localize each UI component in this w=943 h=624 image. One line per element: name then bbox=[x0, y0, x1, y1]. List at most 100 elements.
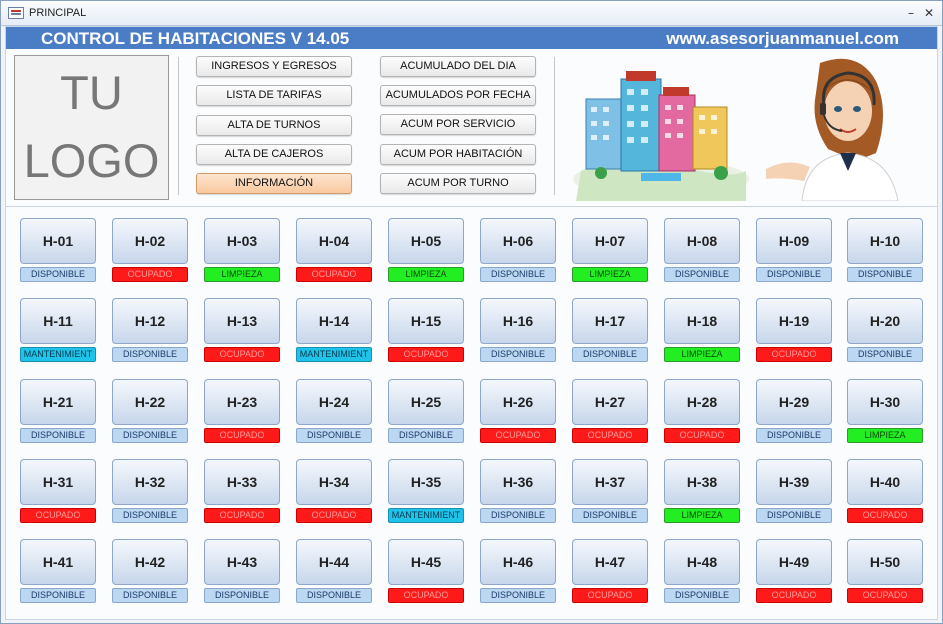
room-button-h-39[interactable]: H-39 bbox=[756, 459, 832, 505]
room-button-h-05[interactable]: H-05 bbox=[388, 218, 464, 264]
alta-turnos-button[interactable]: ALTA DE TURNOS bbox=[196, 115, 352, 136]
acumulados-fecha-button[interactable]: ACUMULADOS POR FECHA bbox=[380, 85, 536, 106]
room-button-h-03[interactable]: H-03 bbox=[204, 218, 280, 264]
room-button-h-09[interactable]: H-09 bbox=[756, 218, 832, 264]
room-cell: H-06 DISPONIBLE bbox=[480, 218, 556, 284]
room-status-h-10: DISPONIBLE bbox=[847, 267, 923, 282]
room-button-h-37[interactable]: H-37 bbox=[572, 459, 648, 505]
room-button-h-22[interactable]: H-22 bbox=[112, 379, 188, 425]
room-button-h-30[interactable]: H-30 bbox=[847, 379, 923, 425]
room-button-h-32[interactable]: H-32 bbox=[112, 459, 188, 505]
room-button-h-19[interactable]: H-19 bbox=[756, 298, 832, 344]
form-icon bbox=[8, 7, 24, 19]
room-status-h-11: MANTENIMIENT bbox=[20, 347, 96, 362]
room-button-h-20[interactable]: H-20 bbox=[847, 298, 923, 344]
alta-cajeros-button[interactable]: ALTA DE CAJEROS bbox=[196, 144, 352, 165]
room-cell: H-26 OCUPADO bbox=[480, 379, 556, 445]
room-button-h-46[interactable]: H-46 bbox=[480, 539, 556, 585]
room-cell: H-36 DISPONIBLE bbox=[480, 459, 556, 525]
room-button-h-17[interactable]: H-17 bbox=[572, 298, 648, 344]
close-button[interactable]: ✕ bbox=[923, 6, 935, 20]
room-button-h-42[interactable]: H-42 bbox=[112, 539, 188, 585]
room-button-h-36[interactable]: H-36 bbox=[480, 459, 556, 505]
room-button-h-48[interactable]: H-48 bbox=[664, 539, 740, 585]
room-button-h-47[interactable]: H-47 bbox=[572, 539, 648, 585]
room-button-h-10[interactable]: H-10 bbox=[847, 218, 923, 264]
room-button-h-11[interactable]: H-11 bbox=[20, 298, 96, 344]
room-button-h-08[interactable]: H-08 bbox=[664, 218, 740, 264]
room-button-h-02[interactable]: H-02 bbox=[112, 218, 188, 264]
room-button-h-45[interactable]: H-45 bbox=[388, 539, 464, 585]
minimize-button[interactable]: – bbox=[908, 6, 914, 20]
room-status-h-12: DISPONIBLE bbox=[112, 347, 188, 362]
room-button-h-24[interactable]: H-24 bbox=[296, 379, 372, 425]
room-status-h-14: MANTENIMIENT bbox=[296, 347, 372, 362]
acumulado-dia-button[interactable]: ACUMULADO DEL DIA bbox=[380, 56, 536, 77]
room-status-h-17: DISPONIBLE bbox=[572, 347, 648, 362]
room-status-h-31: OCUPADO bbox=[20, 508, 96, 523]
room-button-h-26[interactable]: H-26 bbox=[480, 379, 556, 425]
room-cell: H-14 MANTENIMIENT bbox=[296, 298, 372, 364]
room-button-h-23[interactable]: H-23 bbox=[204, 379, 280, 425]
room-cell: H-32 DISPONIBLE bbox=[112, 459, 188, 525]
room-status-h-07: LIMPIEZA bbox=[572, 267, 648, 282]
room-button-h-14[interactable]: H-14 bbox=[296, 298, 372, 344]
room-status-h-02: OCUPADO bbox=[112, 267, 188, 282]
room-status-h-06: DISPONIBLE bbox=[480, 267, 556, 282]
room-button-h-04[interactable]: H-04 bbox=[296, 218, 372, 264]
room-button-h-40[interactable]: H-40 bbox=[847, 459, 923, 505]
room-button-h-50[interactable]: H-50 bbox=[847, 539, 923, 585]
room-status-h-46: DISPONIBLE bbox=[480, 588, 556, 603]
room-button-h-31[interactable]: H-31 bbox=[20, 459, 96, 505]
window-title: PRINCIPAL bbox=[29, 7, 87, 19]
room-button-h-28[interactable]: H-28 bbox=[664, 379, 740, 425]
room-button-h-12[interactable]: H-12 bbox=[112, 298, 188, 344]
room-button-h-18[interactable]: H-18 bbox=[664, 298, 740, 344]
room-button-h-34[interactable]: H-34 bbox=[296, 459, 372, 505]
room-button-h-16[interactable]: H-16 bbox=[480, 298, 556, 344]
room-status-h-44: DISPONIBLE bbox=[296, 588, 372, 603]
room-cell: H-40 OCUPADO bbox=[847, 459, 923, 525]
room-button-h-13[interactable]: H-13 bbox=[204, 298, 280, 344]
room-button-h-29[interactable]: H-29 bbox=[756, 379, 832, 425]
acum-turno-button[interactable]: ACUM POR TURNO bbox=[380, 173, 536, 194]
room-button-h-41[interactable]: H-41 bbox=[20, 539, 96, 585]
lista-tarifas-button[interactable]: LISTA DE TARIFAS bbox=[196, 85, 352, 106]
room-cell: H-29 DISPONIBLE bbox=[756, 379, 832, 445]
room-button-h-25[interactable]: H-25 bbox=[388, 379, 464, 425]
room-button-h-43[interactable]: H-43 bbox=[204, 539, 280, 585]
room-cell: H-37 DISPONIBLE bbox=[572, 459, 648, 525]
room-button-h-15[interactable]: H-15 bbox=[388, 298, 464, 344]
room-button-h-27[interactable]: H-27 bbox=[572, 379, 648, 425]
room-status-h-05: LIMPIEZA bbox=[388, 267, 464, 282]
room-button-h-21[interactable]: H-21 bbox=[20, 379, 96, 425]
acum-habitacion-button[interactable]: ACUM POR HABITACIÓN bbox=[380, 144, 536, 165]
room-button-h-49[interactable]: H-49 bbox=[756, 539, 832, 585]
room-cell: H-34 OCUPADO bbox=[296, 459, 372, 525]
room-cell: H-07 LIMPIEZA bbox=[572, 218, 648, 284]
room-button-h-33[interactable]: H-33 bbox=[204, 459, 280, 505]
room-button-h-06[interactable]: H-06 bbox=[480, 218, 556, 264]
room-button-h-01[interactable]: H-01 bbox=[20, 218, 96, 264]
room-button-h-44[interactable]: H-44 bbox=[296, 539, 372, 585]
room-status-h-13: OCUPADO bbox=[204, 347, 280, 362]
room-status-h-36: DISPONIBLE bbox=[480, 508, 556, 523]
room-cell: H-02 OCUPADO bbox=[112, 218, 188, 284]
room-cell: H-23 OCUPADO bbox=[204, 379, 280, 445]
informacion-button[interactable]: INFORMACIÓN bbox=[196, 173, 352, 194]
room-cell: H-19 OCUPADO bbox=[756, 298, 832, 364]
room-status-h-39: DISPONIBLE bbox=[756, 508, 832, 523]
room-status-h-15: OCUPADO bbox=[388, 347, 464, 362]
room-button-h-38[interactable]: H-38 bbox=[664, 459, 740, 505]
room-button-h-35[interactable]: H-35 bbox=[388, 459, 464, 505]
room-cell: H-16 DISPONIBLE bbox=[480, 298, 556, 364]
ingresos-egresos-button[interactable]: INGRESOS Y EGRESOS bbox=[196, 56, 352, 77]
room-cell: H-09 DISPONIBLE bbox=[756, 218, 832, 284]
acum-servicio-button[interactable]: ACUM POR SERVICIO bbox=[380, 114, 536, 135]
room-cell: H-49 OCUPADO bbox=[756, 539, 832, 605]
room-button-h-07[interactable]: H-07 bbox=[572, 218, 648, 264]
room-cell: H-10 DISPONIBLE bbox=[847, 218, 923, 284]
room-status-h-38: LIMPIEZA bbox=[664, 508, 740, 523]
room-status-h-23: OCUPADO bbox=[204, 428, 280, 443]
room-status-h-04: OCUPADO bbox=[296, 267, 372, 282]
